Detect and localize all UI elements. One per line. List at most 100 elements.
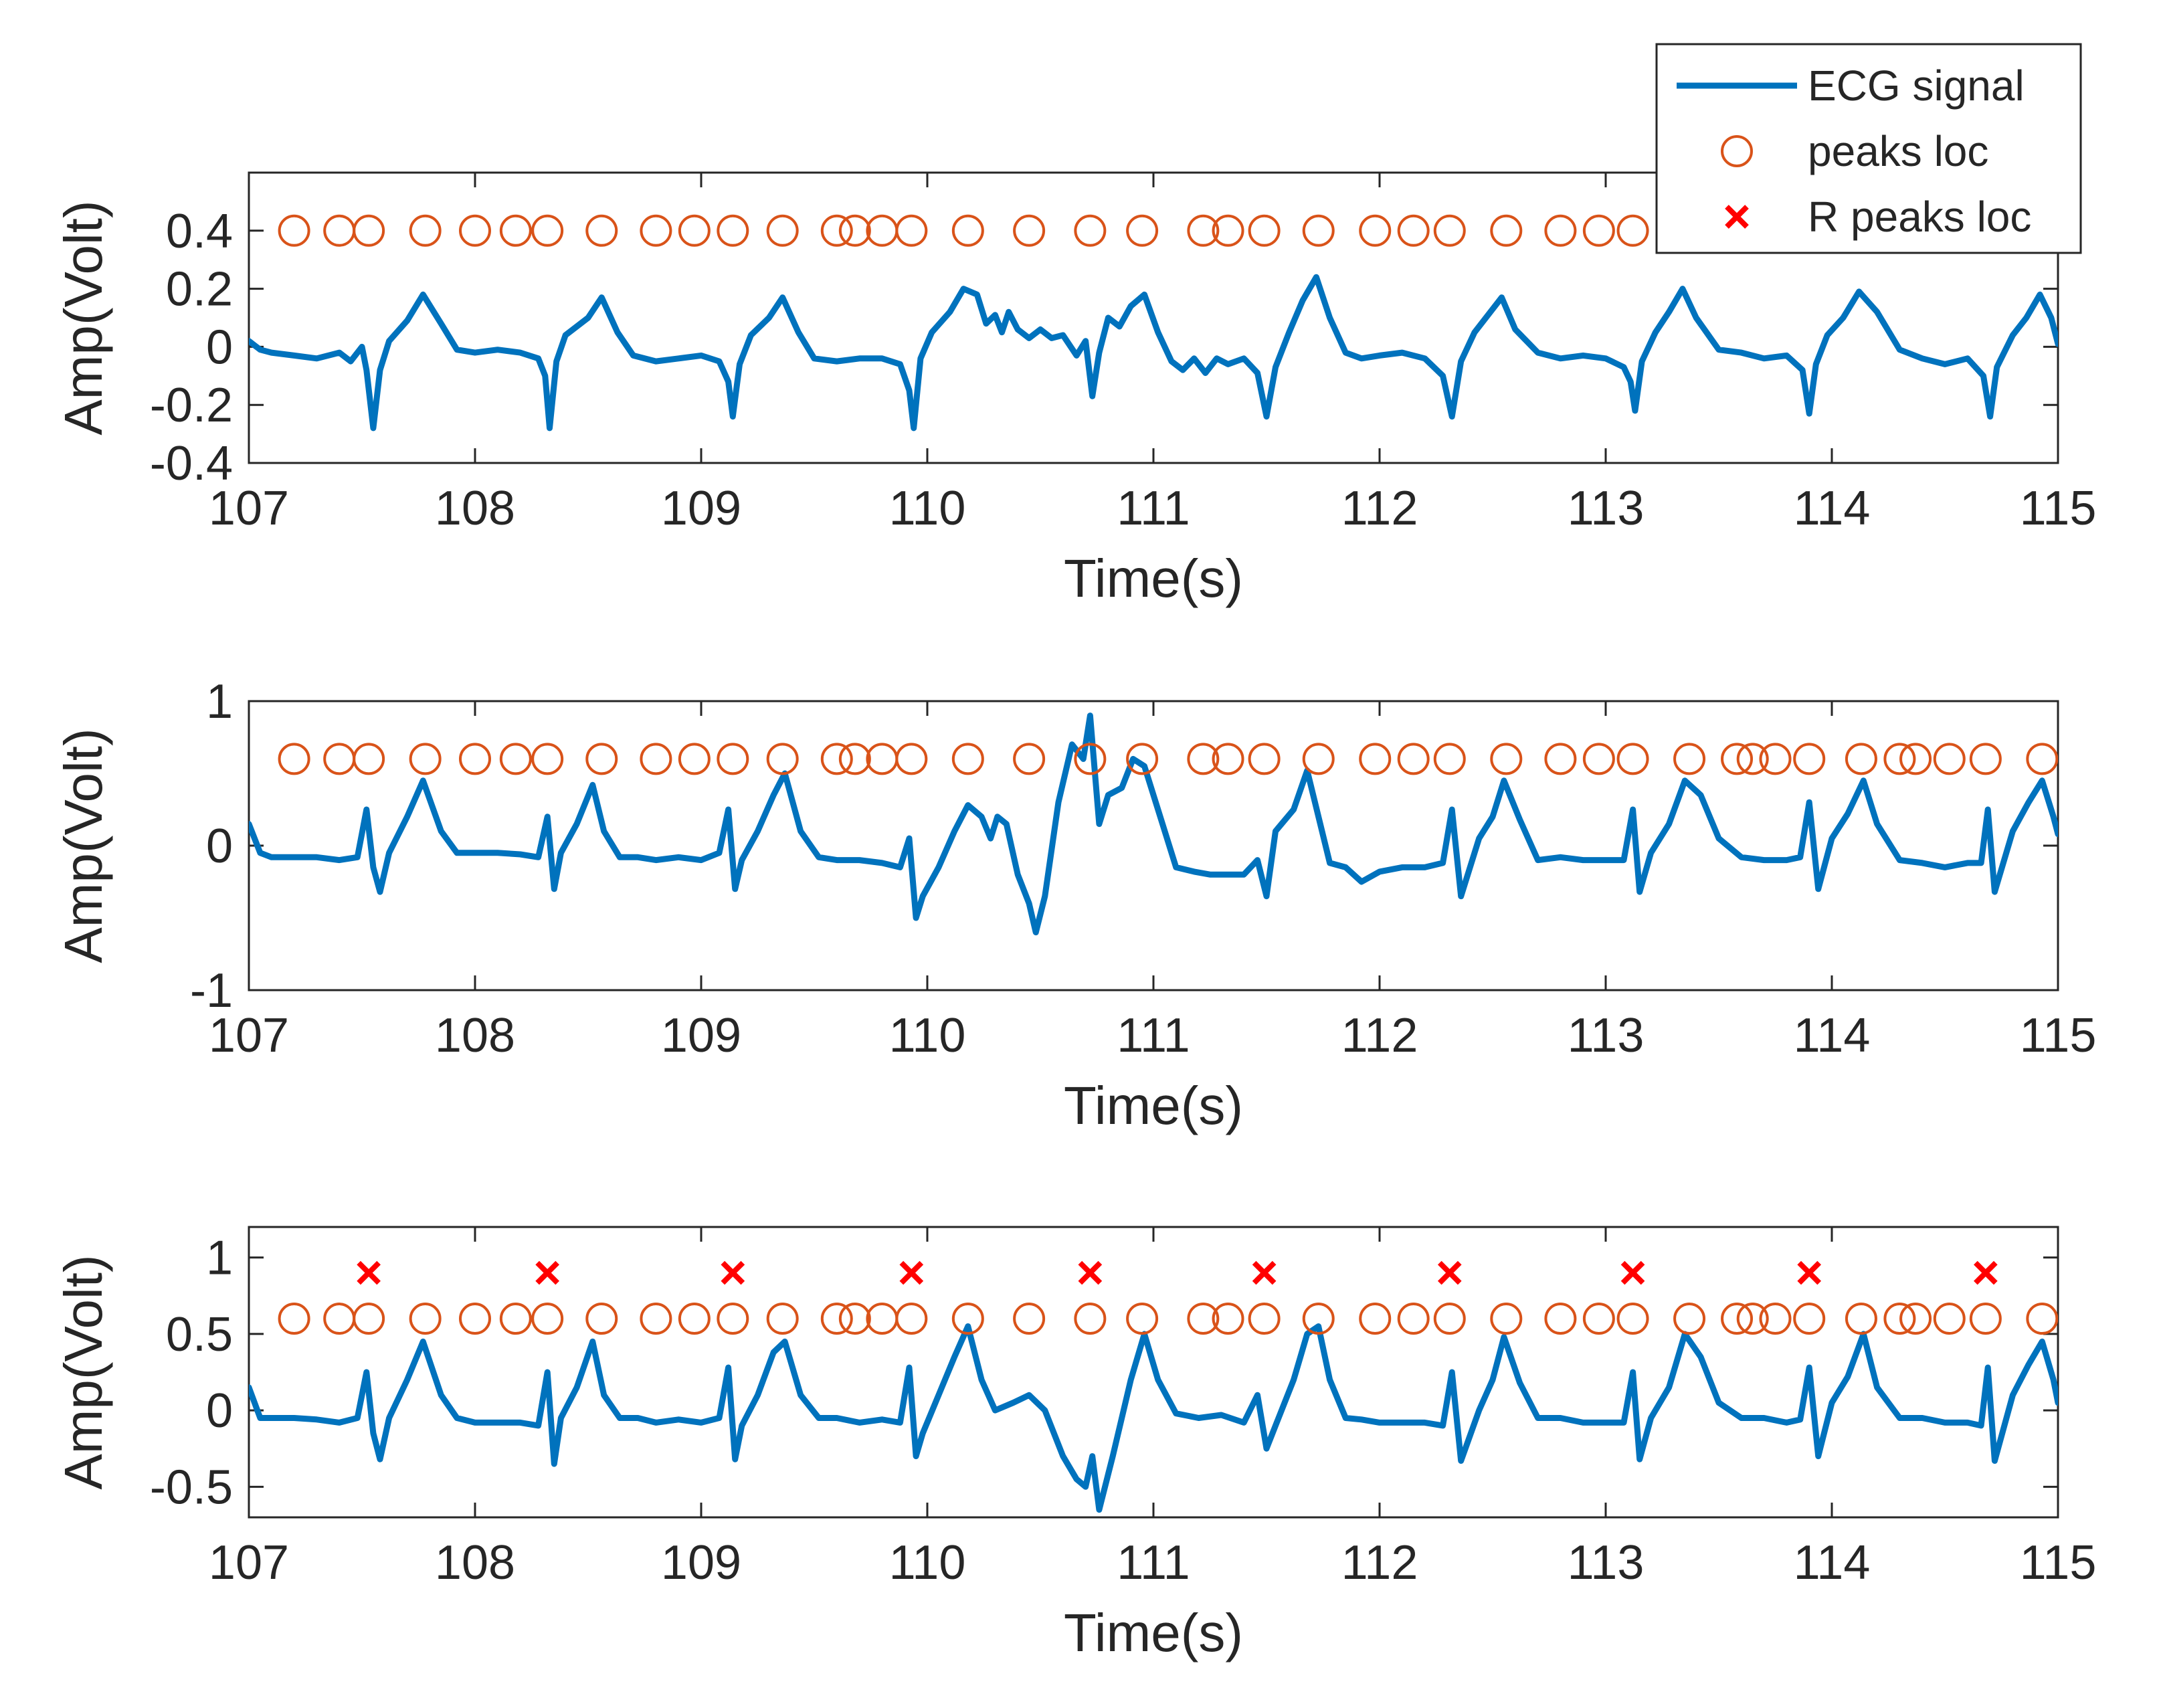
peak-loc-marker [1673, 743, 1706, 775]
peak-loc-marker [1248, 214, 1281, 247]
peak-loc-marker [409, 743, 442, 775]
peak-loc-marker [499, 743, 532, 775]
plot-area [249, 1260, 2058, 1513]
peak-loc-marker [278, 214, 310, 247]
legend-label: peaks loc [1808, 127, 1988, 175]
peak-loc-marker [1074, 743, 1107, 775]
peak-loc-marker [1212, 743, 1244, 775]
peak-loc-marker [1212, 214, 1244, 247]
peak-loc-marker [1883, 743, 1916, 775]
x-tick-label: 112 [1341, 482, 1418, 535]
legend-circle-swatch [1721, 135, 1753, 167]
x-tick-label: 110 [889, 1536, 966, 1590]
y-axis-label: Amp(Volt) [54, 200, 113, 435]
peak-loc-marker [678, 214, 711, 247]
peak-loc-marker [1721, 1303, 1754, 1335]
peak-loc-marker [531, 1303, 564, 1335]
x-tick-label: 108 [435, 482, 515, 535]
panel-2: 107 108 109 110 111 112 113 114 115 1 0 -1 Time(s) Am… [54, 675, 2096, 1135]
peak-loc-marker [1793, 1303, 1826, 1335]
peak-loc-marker [409, 214, 442, 247]
peak-loc-marker [1899, 743, 1932, 775]
peak-loc-marker [1845, 1303, 1877, 1335]
peak-loc-marker [838, 214, 871, 247]
peak-loc-marker [951, 1303, 984, 1335]
peak-loc-marker [820, 743, 853, 775]
peak-loc-marker [1013, 743, 1046, 775]
ecg-signal-line [249, 713, 2058, 936]
peak-loc-marker [1397, 743, 1430, 775]
legend-box [1655, 43, 2082, 254]
y-tick-label: 0 [206, 1384, 233, 1438]
peak-loc-marker [1544, 214, 1577, 247]
r-peak-stroke [535, 1260, 559, 1285]
peak-loc-marker [1616, 1303, 1649, 1335]
y-tick-label: -1 [190, 964, 233, 1018]
peak-loc-marker [531, 743, 564, 775]
x-tick-label: 109 [661, 1536, 741, 1590]
peak-loc-marker [1616, 214, 1649, 247]
x-tick-label: 113 [1568, 1536, 1645, 1590]
y-tick-label: 0.4 [166, 205, 233, 258]
peak-loc-marker [585, 743, 618, 775]
peak-loc-marker [2026, 743, 2058, 775]
peak-loc-marker [1582, 1303, 1615, 1335]
panel-1: 107 108 109 110 111 112 113 114 115 0.40.20-0.2-0… [54, 43, 2096, 608]
legend-entry: R peaks loc [1725, 193, 2031, 241]
x-tick-label: 114 [1794, 1009, 1871, 1062]
x-tick-label: 112 [1341, 1009, 1418, 1062]
peak-loc-marker [2026, 1303, 2058, 1335]
x-tick-label: 110 [889, 1009, 966, 1062]
x-tick-label: 113 [1568, 1009, 1645, 1062]
peak-loc-marker [353, 743, 385, 775]
peak-loc-marker [717, 743, 749, 775]
x-tick-label: 114 [1794, 482, 1871, 535]
x-axis-label: Time(s) [1064, 1076, 1243, 1135]
x-tick-label: 107 [209, 1009, 289, 1062]
x-tick-label: 107 [209, 1536, 289, 1590]
y-tick-label: -0.2 [150, 379, 233, 432]
r-peak-stroke [1252, 1260, 1277, 1285]
peak-loc-marker [951, 214, 984, 247]
r-peak-marker [1620, 1260, 1645, 1285]
legend-label: R peaks loc [1808, 193, 2031, 241]
peak-loc-marker [838, 743, 871, 775]
r-peak-marker [1797, 1260, 1822, 1285]
peak-loc-marker [278, 743, 310, 775]
peak-loc-marker [1883, 1303, 1916, 1335]
peak-loc-marker [717, 1303, 749, 1335]
peak-loc-marker [1582, 743, 1615, 775]
ecg-signal-line [249, 1323, 2058, 1513]
peak-loc-marker [499, 214, 532, 247]
r-peak-stroke [899, 1260, 924, 1285]
peak-loc-marker [1433, 743, 1466, 775]
x-tick-label: 115 [2020, 1536, 2097, 1590]
peak-loc-marker [1673, 1303, 1706, 1335]
y-tick-label: 0.2 [166, 263, 233, 316]
peak-loc-marker [766, 214, 799, 247]
legend-entry: peaks loc [1721, 127, 1988, 175]
peak-loc-marker [1544, 743, 1577, 775]
x-axis-label: Time(s) [1064, 1603, 1243, 1663]
peak-loc-marker [895, 214, 928, 247]
r-peak-marker [721, 1260, 745, 1285]
x-axis-label: Time(s) [1064, 549, 1243, 608]
r-peak-stroke [1437, 1260, 1462, 1285]
y-tick-label: 1 [206, 1232, 233, 1285]
r-peak-marker [357, 1260, 381, 1285]
r-peak-stroke [357, 1260, 381, 1285]
peak-loc-marker [499, 1303, 532, 1335]
peak-loc-marker [1187, 214, 1220, 247]
peak-loc-marker [1248, 743, 1281, 775]
peak-loc-marker [1969, 743, 2002, 775]
r-peak-marker [535, 1260, 559, 1285]
y-axis-label: Amp(Volt) [54, 1254, 113, 1489]
peak-loc-marker [585, 1303, 618, 1335]
peak-loc-marker [1302, 743, 1335, 775]
x-tick-label: 108 [435, 1536, 515, 1590]
peak-loc-marker [459, 214, 491, 247]
y-tick-label: 0 [206, 820, 233, 873]
peak-loc-marker [1212, 1303, 1244, 1335]
peak-loc-marker [1933, 1303, 1966, 1335]
